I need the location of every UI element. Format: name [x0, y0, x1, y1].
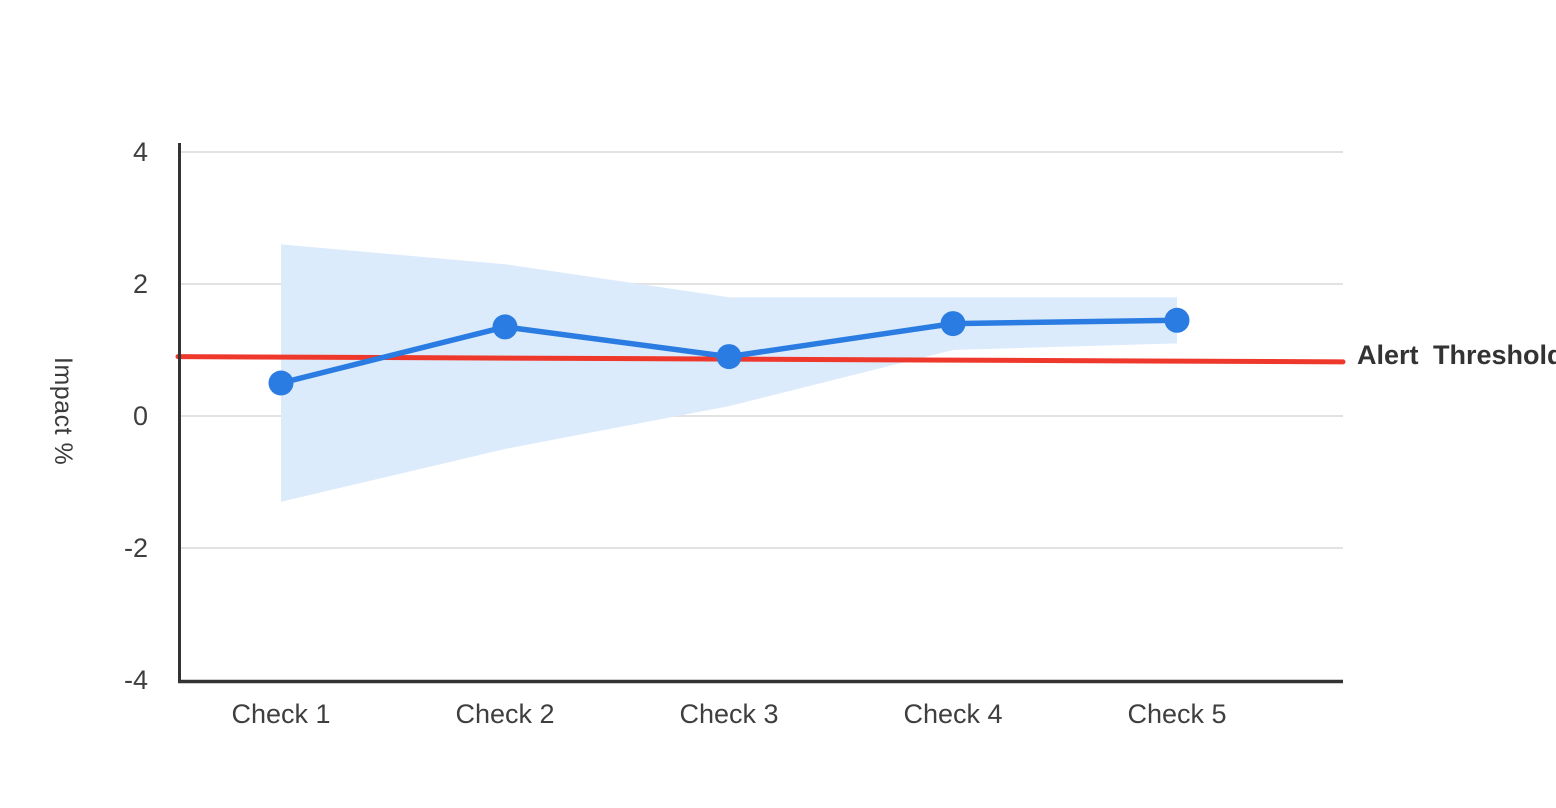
data-point-marker	[716, 344, 742, 370]
y-tick-label: -4	[124, 665, 148, 695]
x-tick-label: Check 4	[903, 699, 1002, 729]
x-tick-label: Check 3	[679, 699, 778, 729]
y-tick-label: 4	[133, 137, 148, 167]
y-tick-label: 0	[133, 401, 148, 431]
y-tick-label: 2	[133, 269, 148, 299]
x-tick-label: Check 5	[1127, 699, 1226, 729]
data-point-marker	[492, 314, 518, 340]
confidence-band	[281, 244, 1177, 502]
y-tick-label: -2	[124, 533, 148, 563]
data-point-marker	[1164, 307, 1190, 333]
y-axis-title: Impact %	[49, 357, 77, 466]
x-tick-label: Check 2	[455, 699, 554, 729]
x-tick-label: Check 1	[231, 699, 330, 729]
data-point-marker	[268, 370, 294, 396]
alert-threshold-label: Alert Threshold	[1357, 340, 1556, 370]
data-point-marker	[940, 311, 966, 337]
